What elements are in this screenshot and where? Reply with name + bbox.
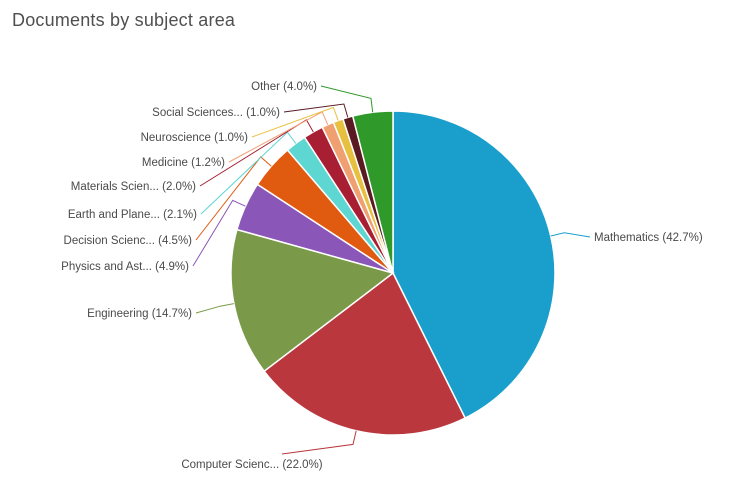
slice-label: Mathematics (42.7%) bbox=[594, 232, 703, 244]
leader-line bbox=[251, 106, 339, 138]
leader-line bbox=[195, 303, 234, 314]
pie-slice[interactable] bbox=[230, 228, 395, 373]
leader-line bbox=[199, 119, 314, 187]
leader-line bbox=[550, 232, 591, 238]
slice-label: Earth and Plane... (2.1%) bbox=[68, 209, 197, 221]
slice-label: Physics and Ast... (4.9%) bbox=[61, 261, 189, 273]
slice-label: Social Sciences... (1.0%) bbox=[152, 107, 280, 119]
slice-label: Engineering (14.7%) bbox=[87, 308, 192, 320]
leader-line bbox=[283, 103, 349, 118]
slice-label: Neuroscience (1.0%) bbox=[141, 132, 249, 144]
pie-slice[interactable] bbox=[392, 110, 556, 420]
chart-title: Documents by subject area bbox=[12, 10, 236, 30]
leader-line bbox=[320, 85, 374, 113]
slice-label: Decision Scienc... (4.5%) bbox=[64, 235, 193, 247]
slice-label: Materials Scien... (2.0%) bbox=[71, 181, 196, 193]
leader-line bbox=[192, 199, 246, 267]
slice-label: Computer Scienc... (22.0%) bbox=[181, 459, 322, 471]
pie-slice[interactable] bbox=[263, 271, 467, 436]
leader-line bbox=[281, 430, 357, 455]
slice-label: Other (4.0%) bbox=[251, 81, 317, 93]
slice-label: Medicine (1.2%) bbox=[142, 157, 225, 169]
